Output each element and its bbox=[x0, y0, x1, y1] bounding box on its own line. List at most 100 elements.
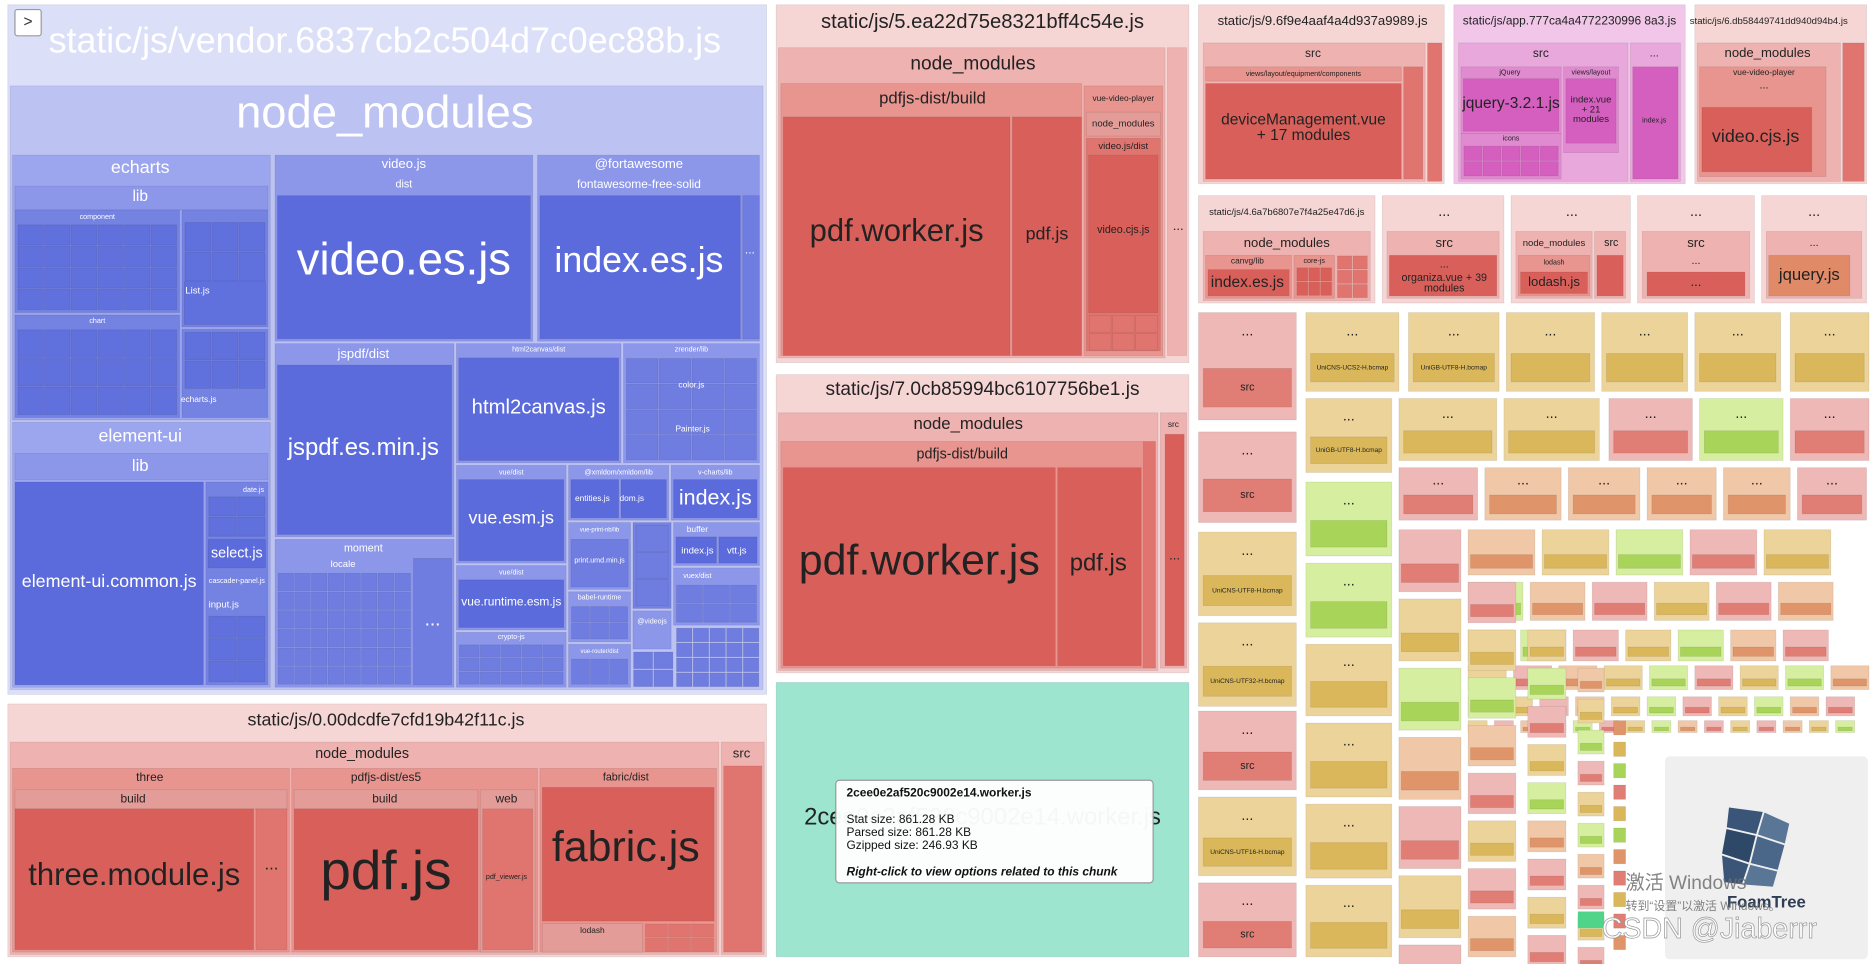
tile bbox=[361, 647, 378, 666]
tile-label: crypto-js bbox=[498, 633, 525, 641]
tile-label: ... bbox=[1438, 204, 1450, 220]
tile-label: ... bbox=[745, 243, 755, 257]
tile-label: ... bbox=[1566, 204, 1578, 220]
tile-label: pdfjs-dist/es5 bbox=[351, 770, 422, 784]
tile bbox=[124, 246, 151, 268]
tile bbox=[311, 610, 328, 629]
tile-label: ... bbox=[1517, 473, 1529, 489]
tile bbox=[1529, 684, 1564, 695]
tile bbox=[571, 658, 590, 685]
tile bbox=[1785, 726, 1801, 732]
tile bbox=[184, 222, 212, 252]
tile bbox=[1794, 353, 1865, 383]
tile bbox=[70, 288, 98, 310]
tile bbox=[1400, 840, 1459, 860]
tile-label: dist bbox=[396, 179, 413, 191]
tile bbox=[1202, 575, 1292, 606]
tile-label: index.vue bbox=[1571, 95, 1612, 106]
tile bbox=[1088, 315, 1112, 333]
tile-label: node_modules bbox=[315, 746, 409, 762]
tile bbox=[70, 267, 98, 289]
tile bbox=[150, 288, 177, 310]
tile bbox=[238, 222, 266, 252]
tile bbox=[17, 224, 44, 246]
tile bbox=[635, 552, 669, 579]
tile-label: jquery-3.2.1.js bbox=[1461, 95, 1560, 112]
tile-label: lodash bbox=[580, 925, 605, 935]
tile bbox=[543, 644, 564, 658]
tile bbox=[1653, 726, 1669, 732]
tile bbox=[1680, 726, 1696, 732]
tile bbox=[70, 386, 98, 415]
tile bbox=[1651, 494, 1712, 515]
tile bbox=[609, 606, 628, 623]
tile bbox=[1579, 835, 1603, 844]
tile bbox=[1501, 161, 1521, 177]
tile-label: zrender/lib bbox=[675, 345, 708, 353]
tile-label: ... bbox=[1241, 808, 1253, 824]
tile bbox=[709, 657, 726, 673]
tile bbox=[277, 364, 452, 535]
tile bbox=[1794, 430, 1865, 454]
tile bbox=[327, 591, 344, 610]
tile bbox=[1842, 42, 1865, 182]
tile bbox=[635, 525, 669, 552]
tile bbox=[1470, 842, 1514, 856]
tile bbox=[377, 572, 395, 592]
tile bbox=[709, 642, 726, 658]
tile bbox=[1482, 145, 1502, 161]
tile bbox=[311, 572, 328, 592]
tile bbox=[1202, 665, 1292, 697]
tile bbox=[1828, 706, 1853, 714]
tile bbox=[70, 224, 98, 246]
chunk bbox=[1613, 806, 1626, 822]
tile-label: vue.esm.js bbox=[469, 508, 554, 528]
tile-label: src bbox=[1604, 237, 1619, 249]
tile bbox=[1742, 678, 1777, 687]
tile bbox=[44, 224, 71, 246]
tile bbox=[1579, 804, 1603, 813]
tile-label: lodash bbox=[1543, 258, 1564, 266]
tile bbox=[1482, 161, 1502, 177]
sidebar-toggle-label[interactable]: > bbox=[24, 14, 33, 31]
watermark: 激活 Windows bbox=[1626, 872, 1747, 894]
tile bbox=[1572, 494, 1636, 515]
tile-label: babel-runtime bbox=[578, 594, 622, 602]
tile bbox=[377, 666, 395, 685]
tile bbox=[1575, 646, 1617, 657]
tile bbox=[1606, 353, 1684, 383]
tile-label: core-js bbox=[1303, 257, 1325, 265]
tile-label: vue/dist bbox=[499, 569, 524, 577]
tile bbox=[1310, 601, 1388, 629]
tile bbox=[742, 657, 760, 673]
tile-label: pdfjs-dist/build bbox=[917, 446, 1008, 462]
tooltip-line: Stat size: 861.28 KB bbox=[847, 812, 955, 826]
tile bbox=[522, 658, 543, 672]
tile bbox=[327, 572, 344, 592]
tile bbox=[17, 288, 44, 310]
chunk bbox=[1613, 913, 1626, 929]
tile bbox=[458, 579, 565, 628]
chunk bbox=[1613, 870, 1626, 886]
tile bbox=[459, 658, 480, 672]
tile bbox=[675, 536, 717, 564]
tile bbox=[1785, 646, 1827, 657]
tile bbox=[703, 584, 730, 604]
tile bbox=[691, 358, 724, 384]
tile-label: ... bbox=[1241, 893, 1253, 909]
tile bbox=[1529, 761, 1564, 772]
sidebar-toggle[interactable] bbox=[14, 8, 42, 37]
tile bbox=[1780, 602, 1832, 616]
tile bbox=[277, 591, 294, 610]
tile bbox=[124, 386, 151, 415]
watermark: 转到“设置”以激活 Windows。 bbox=[1626, 899, 1781, 913]
tile-label: ... bbox=[1645, 406, 1657, 422]
tile bbox=[1756, 706, 1782, 714]
tile bbox=[327, 647, 344, 666]
tile-label: ... bbox=[1173, 218, 1184, 233]
tile-label: fontawesome-free-solid bbox=[577, 177, 701, 191]
tile-label: ... bbox=[1241, 722, 1253, 738]
tile-label: ... bbox=[1824, 323, 1836, 339]
tile-label: vue/dist bbox=[499, 468, 524, 476]
tile bbox=[1520, 271, 1588, 294]
